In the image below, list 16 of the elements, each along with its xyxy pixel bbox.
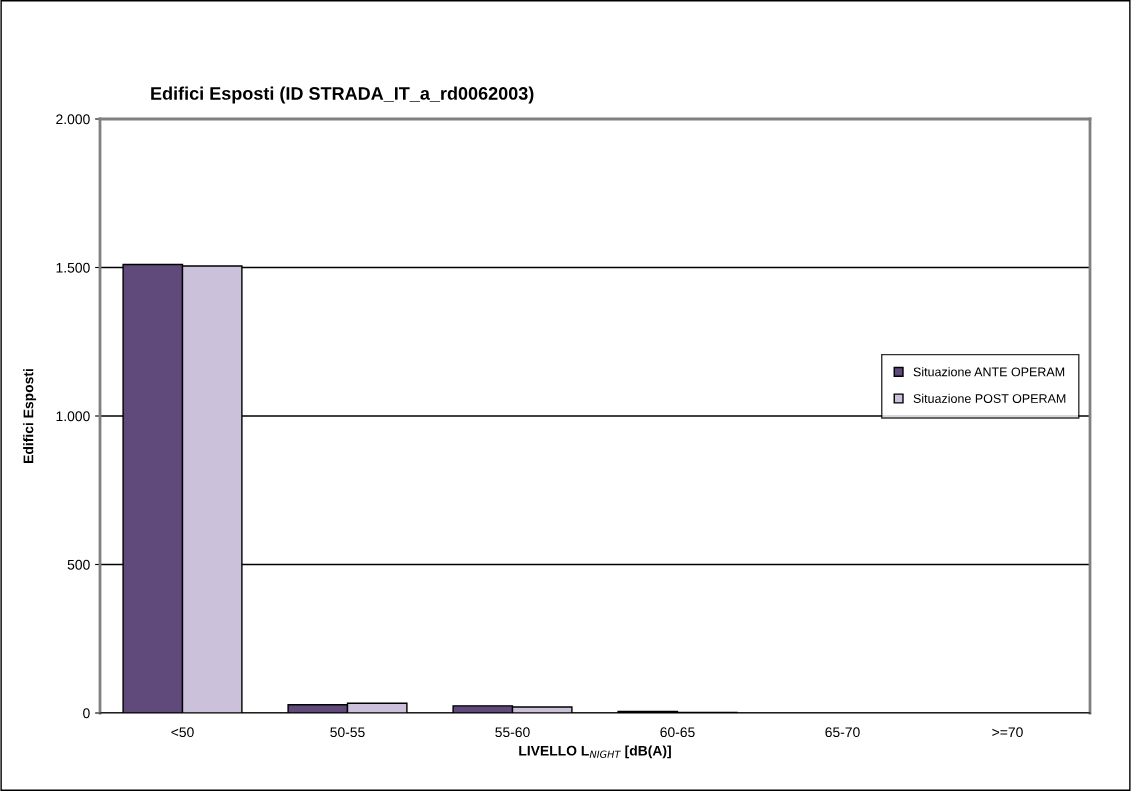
x-axis-title: LIVELLO L$_{NIGHT}$ [dB(A)]	[519, 745, 671, 759]
chart-title: Edifici Esposti (ID STRADA_IT_a_rd0062003)	[151, 86, 534, 104]
x-tick-label: 50-55	[330, 727, 365, 738]
x-tick-label: >=70	[992, 727, 1023, 738]
x-tick-label: 55-60	[495, 727, 530, 738]
x-tick-label: 60-65	[660, 727, 695, 738]
legend-label: Situazione POST OPERAM	[913, 393, 1066, 403]
y-tick-label: 1.500	[56, 262, 90, 273]
x-tick-label: <50	[171, 727, 194, 738]
y-tick-label: 2.000	[56, 114, 90, 125]
x-tick-label: 65-70	[825, 727, 860, 738]
y-tick-label: 0	[83, 708, 90, 719]
y-axis-title: Edifici Esposti	[23, 369, 37, 463]
y-tick-label: 1.000	[56, 411, 90, 422]
y-tick-label: 500	[67, 559, 90, 570]
legend-label: Situazione ANTE OPERAM	[913, 367, 1065, 377]
